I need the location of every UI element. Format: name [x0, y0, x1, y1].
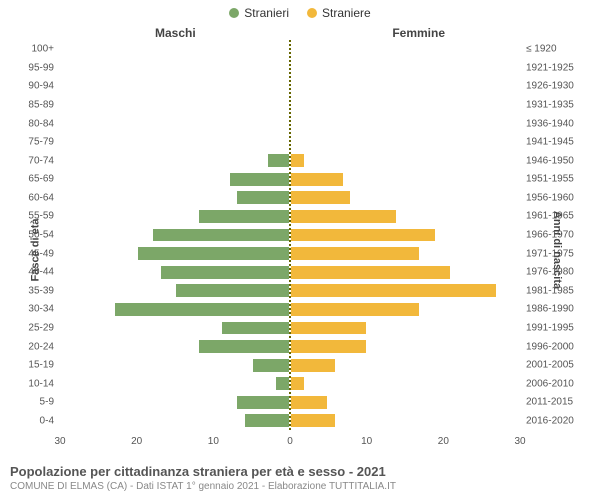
x-tick: 10	[361, 436, 372, 447]
bar-female	[290, 358, 336, 373]
bar-male	[152, 228, 290, 243]
chart-subtitle: COMUNE DI ELMAS (CA) - Dati ISTAT 1° gen…	[10, 481, 590, 492]
bar-female	[290, 339, 367, 354]
bar-female	[290, 413, 336, 428]
birth-tick: 1976-1980	[520, 267, 574, 278]
age-tick: 40-44	[28, 267, 60, 278]
bar-male	[160, 265, 290, 280]
legend-swatch-male	[229, 8, 239, 18]
birth-tick: 2006-2010	[520, 378, 574, 389]
bar-female	[290, 246, 420, 261]
birth-tick: 1996-2000	[520, 341, 574, 352]
bar-male	[198, 339, 290, 354]
bar-male	[221, 321, 290, 336]
birth-tick: 1991-1995	[520, 322, 574, 333]
legend-item-male: Stranieri	[229, 6, 289, 20]
legend-item-female: Straniere	[307, 6, 371, 20]
age-tick: 70-74	[28, 155, 60, 166]
bar-female	[290, 172, 344, 187]
bar-male	[229, 172, 290, 187]
bar-male	[244, 413, 290, 428]
bar-male	[198, 209, 290, 224]
age-tick: 55-59	[28, 211, 60, 222]
bar-female	[290, 265, 451, 280]
bar-female	[290, 376, 305, 391]
age-tick: 95-99	[28, 62, 60, 73]
birth-tick: ≤ 1920	[520, 44, 557, 55]
age-tick: 10-14	[28, 378, 60, 389]
birth-tick: 1931-1935	[520, 100, 574, 111]
age-tick: 80-84	[28, 118, 60, 129]
birth-tick: 1936-1940	[520, 118, 574, 129]
age-tick: 45-49	[28, 248, 60, 259]
birth-tick: 2016-2020	[520, 415, 574, 426]
bar-male	[252, 358, 290, 373]
age-tick: 0-4	[40, 415, 60, 426]
x-tick: 30	[54, 436, 65, 447]
age-tick: 65-69	[28, 174, 60, 185]
birth-tick: 2001-2005	[520, 360, 574, 371]
birth-tick: 1971-1975	[520, 248, 574, 259]
bar-female	[290, 153, 305, 168]
bar-female	[290, 395, 328, 410]
column-title-male: Maschi	[155, 26, 196, 40]
birth-tick: 2011-2015	[520, 397, 573, 408]
birth-tick: 1946-1950	[520, 155, 574, 166]
legend: Stranieri Straniere	[0, 6, 600, 20]
age-tick: 5-9	[40, 397, 60, 408]
x-tick: 20	[131, 436, 142, 447]
x-tick: 30	[514, 436, 525, 447]
age-tick: 100+	[31, 44, 60, 55]
x-tick: 10	[208, 436, 219, 447]
chart-title: Popolazione per cittadinanza straniera p…	[10, 464, 590, 479]
chart-footer: Popolazione per cittadinanza straniera p…	[10, 464, 590, 492]
age-tick: 90-94	[28, 81, 60, 92]
plot-area: 100+≤ 192095-991921-192590-941926-193085…	[60, 40, 520, 430]
bar-male	[114, 302, 290, 317]
age-tick: 15-19	[28, 360, 60, 371]
age-tick: 60-64	[28, 192, 60, 203]
bar-male	[267, 153, 290, 168]
legend-label-female: Straniere	[322, 6, 371, 20]
legend-label-male: Stranieri	[244, 6, 289, 20]
center-axis-line	[289, 40, 291, 430]
bar-male	[236, 395, 290, 410]
age-tick: 85-89	[28, 100, 60, 111]
bar-female	[290, 321, 367, 336]
birth-tick: 1951-1955	[520, 174, 574, 185]
birth-tick: 1926-1930	[520, 81, 574, 92]
bar-male	[275, 376, 290, 391]
bar-female	[290, 302, 420, 317]
x-tick: 0	[287, 436, 293, 447]
bar-male	[236, 190, 290, 205]
bar-female	[290, 228, 436, 243]
age-tick: 25-29	[28, 322, 60, 333]
age-tick: 75-79	[28, 137, 60, 148]
bar-female	[290, 190, 351, 205]
birth-tick: 1981-1985	[520, 285, 574, 296]
column-title-female: Femmine	[392, 26, 445, 40]
birth-tick: 1956-1960	[520, 192, 574, 203]
bar-female	[290, 209, 397, 224]
birth-tick: 1921-1925	[520, 62, 574, 73]
age-tick: 30-34	[28, 304, 60, 315]
legend-swatch-female	[307, 8, 317, 18]
age-tick: 50-54	[28, 230, 60, 241]
birth-tick: 1961-1965	[520, 211, 574, 222]
x-tick: 20	[438, 436, 449, 447]
birth-tick: 1966-1970	[520, 230, 574, 241]
bar-male	[175, 283, 290, 298]
bar-female	[290, 283, 497, 298]
birth-tick: 1941-1945	[520, 137, 574, 148]
age-tick: 20-24	[28, 341, 60, 352]
birth-tick: 1986-1990	[520, 304, 574, 315]
age-tick: 35-39	[28, 285, 60, 296]
bar-male	[137, 246, 290, 261]
pyramid-chart: Stranieri Straniere Maschi Femmine Fasce…	[0, 0, 600, 500]
